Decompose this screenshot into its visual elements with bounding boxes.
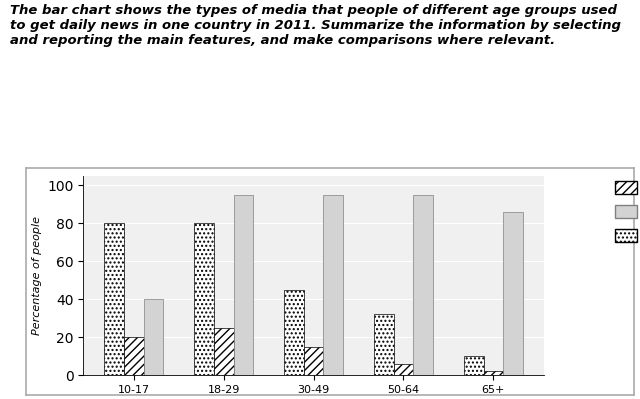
Bar — [124, 337, 144, 375]
Bar — [104, 223, 124, 375]
Bar — [503, 211, 523, 375]
Legend: Micro blogging, Radio, Social networks: Micro blogging, Radio, Social networks — [611, 177, 640, 246]
Bar — [394, 363, 413, 375]
Bar — [464, 356, 483, 375]
Bar — [234, 195, 253, 375]
Bar — [413, 195, 433, 375]
Bar — [144, 299, 163, 375]
Text: The bar chart shows the types of media that people of different age groups used
: The bar chart shows the types of media t… — [10, 4, 621, 47]
Bar — [323, 195, 343, 375]
Bar — [374, 314, 394, 375]
Bar — [304, 347, 323, 375]
Bar — [194, 223, 214, 375]
Bar — [483, 371, 503, 375]
Bar — [284, 290, 304, 375]
Y-axis label: Percentage of people: Percentage of people — [31, 216, 42, 335]
Bar — [214, 328, 234, 375]
